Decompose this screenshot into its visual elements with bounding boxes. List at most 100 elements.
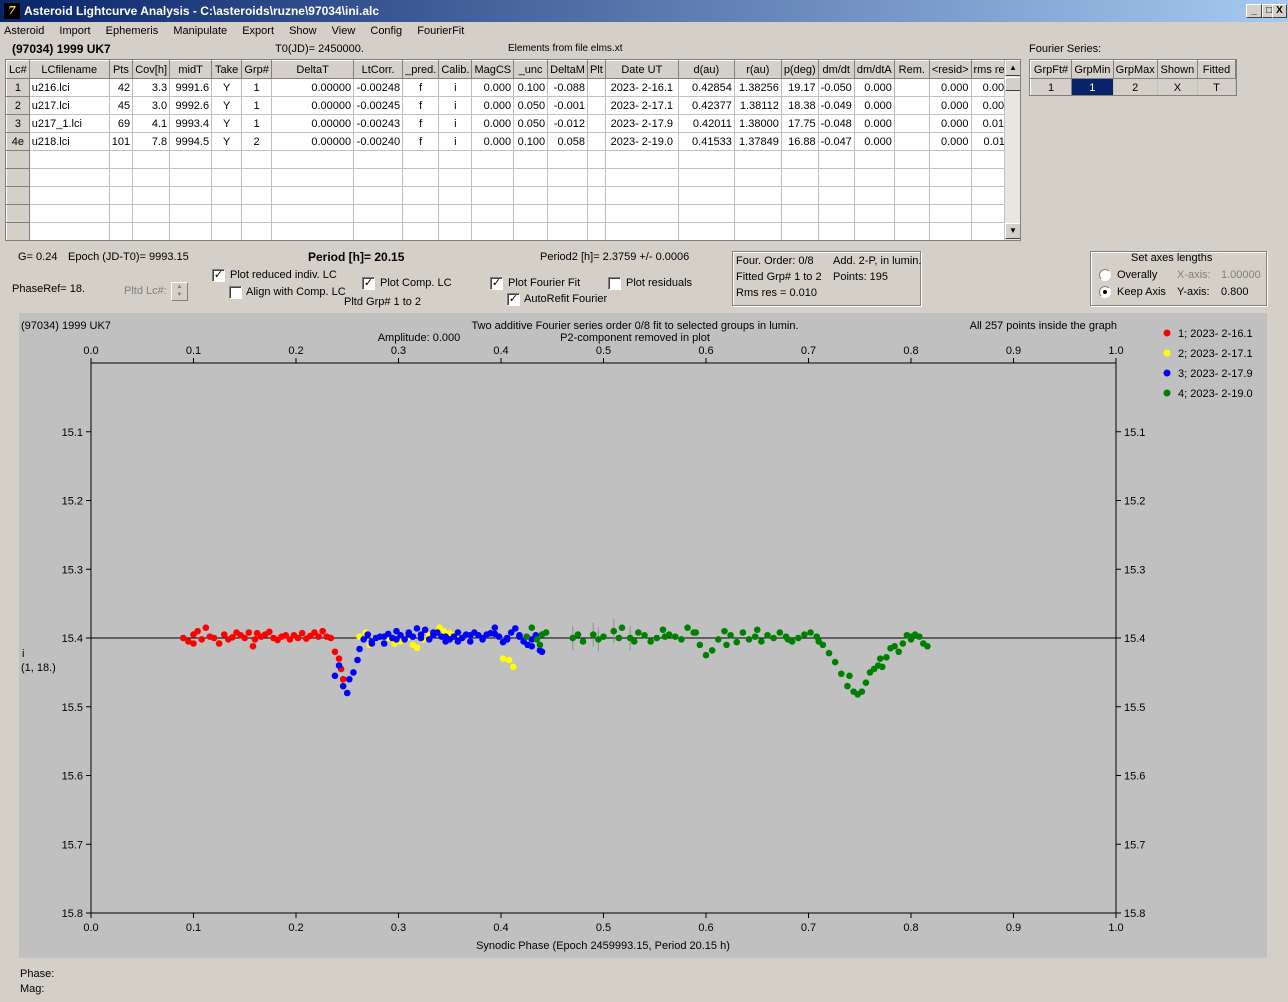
empty-row[interactable] [6, 186, 1014, 205]
table-cell[interactable]: f [402, 96, 440, 115]
table-cell[interactable]: 18.38 [780, 96, 819, 115]
table-cell[interactable] [241, 168, 273, 187]
table-cell[interactable] [211, 204, 243, 223]
column-header[interactable]: LCfilename [28, 60, 110, 79]
table-cell[interactable] [438, 222, 473, 240]
table-cell[interactable]: 16.88 [780, 132, 819, 151]
table-cell[interactable] [733, 186, 782, 205]
table-cell[interactable] [28, 204, 110, 223]
table-cell[interactable] [928, 204, 972, 223]
column-header[interactable]: Pts [108, 60, 134, 79]
table-cell[interactable]: -0.001 [547, 96, 588, 115]
table-cell[interactable] [169, 186, 213, 205]
table-cell[interactable]: -0.00240 [353, 132, 404, 151]
fourier-cell[interactable]: 2 [1112, 78, 1158, 95]
table-cell[interactable]: u217_1.lci [28, 114, 110, 133]
table-cell[interactable]: 3.0 [132, 96, 171, 115]
table-cell[interactable]: -0.00248 [353, 78, 404, 97]
table-cell[interactable] [928, 222, 972, 240]
row-number[interactable] [6, 186, 30, 205]
table-cell[interactable] [402, 186, 440, 205]
table-cell[interactable]: -0.048 [817, 114, 855, 133]
column-header[interactable]: Date UT [604, 60, 679, 79]
table-cell[interactable]: -0.049 [817, 96, 855, 115]
column-header[interactable]: Plt [586, 60, 606, 79]
table-cell[interactable] [211, 168, 243, 187]
table-cell[interactable] [108, 150, 134, 169]
table-cell[interactable] [893, 168, 930, 187]
table-cell[interactable]: 0.000 [471, 78, 515, 97]
column-header[interactable]: DeltaM [547, 60, 588, 79]
empty-row[interactable] [6, 204, 1014, 223]
table-cell[interactable]: 0.000 [471, 132, 515, 151]
table-cell[interactable] [547, 168, 588, 187]
table-cell[interactable] [586, 186, 606, 205]
column-header[interactable]: DeltaT [271, 60, 355, 79]
table-cell[interactable] [271, 168, 355, 187]
fourier-column-header[interactable]: GrpMax [1112, 60, 1158, 79]
row-number[interactable] [6, 150, 30, 169]
table-cell[interactable] [893, 204, 930, 223]
table-row[interactable]: 1 u216.lci 42 3.3 9991.6 Y 1 0.00000 -0.00248 f i 0… [6, 78, 1014, 97]
table-cell[interactable] [547, 150, 588, 169]
table-cell[interactable] [604, 222, 679, 240]
table-cell[interactable] [108, 186, 134, 205]
scroll-thumb[interactable] [1005, 77, 1020, 91]
column-header[interactable]: _unc [513, 60, 549, 79]
table-cell[interactable] [471, 204, 515, 223]
table-cell[interactable] [677, 204, 735, 223]
table-cell[interactable] [853, 204, 895, 223]
table-cell[interactable] [586, 96, 606, 115]
table-cell[interactable]: 9994.5 [169, 132, 213, 151]
plot-reduced-checkbox[interactable]: ✓ [212, 269, 225, 282]
menu-config[interactable]: Config [370, 25, 403, 37]
menu-view[interactable]: View [331, 25, 356, 37]
table-cell[interactable] [586, 150, 606, 169]
table-cell[interactable] [677, 150, 735, 169]
table-cell[interactable]: -0.00245 [353, 96, 404, 115]
table-cell[interactable] [893, 132, 930, 151]
column-header[interactable]: dm/dtA [853, 60, 895, 79]
table-cell[interactable]: 0.00000 [271, 96, 355, 115]
table-cell[interactable] [893, 150, 930, 169]
column-header[interactable]: r(au) [733, 60, 782, 79]
table-cell[interactable] [586, 132, 606, 151]
table-cell[interactable]: u216.lci [28, 78, 110, 97]
table-cell[interactable] [586, 204, 606, 223]
fourier-column-header[interactable]: Fitted [1196, 60, 1236, 79]
y-axis-value[interactable]: 0.800 [1221, 286, 1249, 298]
table-cell[interactable] [817, 222, 855, 240]
table-cell[interactable] [780, 150, 819, 169]
table-cell[interactable]: 45 [108, 96, 134, 115]
table-cell[interactable]: i [438, 96, 473, 115]
table-cell[interactable]: f [402, 132, 440, 151]
row-number[interactable] [6, 222, 30, 240]
align-comp-checkbox[interactable] [229, 286, 242, 299]
table-cell[interactable] [853, 150, 895, 169]
table-cell[interactable] [402, 150, 440, 169]
column-header[interactable]: Cov[h] [132, 60, 171, 79]
table-cell[interactable] [513, 186, 549, 205]
table-cell[interactable] [353, 204, 404, 223]
table-cell[interactable]: 0.050 [513, 96, 549, 115]
table-cell[interactable] [438, 204, 473, 223]
table-cell[interactable]: f [402, 114, 440, 133]
fourier-cell[interactable]: X [1156, 78, 1198, 95]
autorefit-checkbox[interactable]: ✓ [507, 293, 520, 306]
table-cell[interactable]: 0.000 [928, 96, 972, 115]
table-cell[interactable]: 0.42377 [677, 96, 735, 115]
table-cell[interactable] [132, 168, 171, 187]
column-header[interactable]: p(deg) [780, 60, 819, 79]
column-header[interactable]: midT [169, 60, 213, 79]
table-cell[interactable] [586, 222, 606, 240]
table-cell[interactable] [169, 150, 213, 169]
table-cell[interactable]: i [438, 132, 473, 151]
table-cell[interactable] [132, 150, 171, 169]
keep-axis-radio[interactable] [1099, 286, 1111, 298]
table-cell[interactable] [677, 186, 735, 205]
menu-manipulate[interactable]: Manipulate [173, 25, 228, 37]
table-cell[interactable] [677, 222, 735, 240]
row-number[interactable]: 4e [6, 132, 30, 151]
table-cell[interactable]: f [402, 78, 440, 97]
